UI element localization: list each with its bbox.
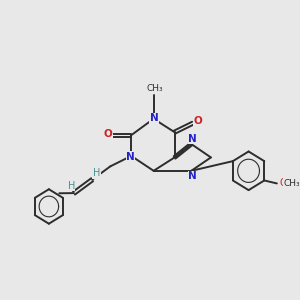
Text: H: H [68, 181, 75, 191]
Text: O: O [194, 116, 202, 126]
Text: CH₃: CH₃ [146, 84, 163, 93]
Text: N: N [126, 152, 135, 162]
Text: N: N [188, 171, 197, 181]
Text: O: O [104, 129, 112, 139]
Text: CH₃: CH₃ [284, 179, 300, 188]
Text: O: O [279, 178, 287, 188]
Text: H: H [93, 168, 100, 178]
Text: N: N [188, 134, 197, 144]
Text: N: N [150, 113, 158, 123]
